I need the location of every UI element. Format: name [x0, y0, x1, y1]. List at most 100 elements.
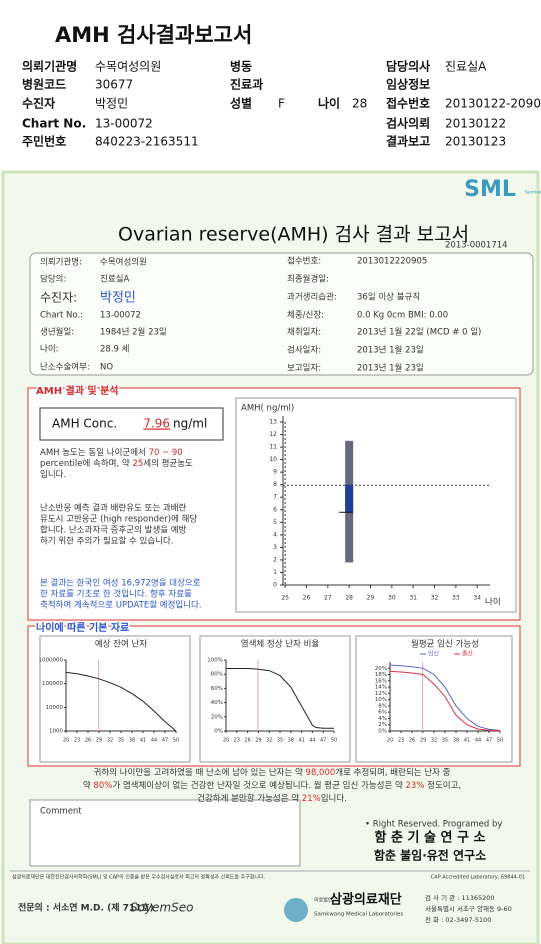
amh-chart-frame [235, 397, 517, 613]
text: 29 [367, 595, 375, 602]
text: 28 [345, 595, 353, 602]
text: 20% [375, 666, 387, 672]
text: 33 [452, 595, 460, 602]
text: Chart No. [22, 117, 86, 131]
text: 29 [420, 738, 426, 744]
series-line [389, 670, 501, 732]
text-segment: 약 [83, 780, 94, 791]
text: 9 [273, 469, 277, 476]
text: 6 [273, 506, 277, 513]
text: 성별 [230, 96, 252, 111]
text: 50 [497, 738, 503, 744]
text: 3 [273, 544, 277, 551]
comment-box [29, 799, 301, 867]
text: 7 [273, 494, 277, 501]
text: 0% [378, 729, 387, 735]
text: 담당의사 [386, 59, 430, 74]
text-segment: AMH 농도는 동일 나이군에서 [40, 447, 149, 458]
footer-logo [284, 898, 308, 922]
text: 20 [63, 738, 69, 744]
text: 31 [409, 595, 417, 602]
text: 축적하여 계속적으로 UPDATE할 예정입니다. [40, 600, 202, 611]
text: 47 [162, 738, 168, 744]
text: 47 [320, 738, 326, 744]
text: 20130122-20905 [445, 97, 541, 111]
text-line: 입니다. [40, 469, 66, 480]
text: 1000 [49, 729, 63, 735]
text: 함 춘 기 술 연 구 소 [375, 830, 486, 846]
text: 함춘 불임·유전 연구소 [374, 848, 486, 863]
text: 진료과 [230, 77, 263, 92]
text: 나이에 따른 기본 자료 [36, 621, 129, 634]
text: AMH 결과 및 분석 [36, 384, 119, 397]
text: 예상 잔여 난자 [95, 639, 148, 650]
text-segment: 개로 추정되며, 배란되는 난자 중 [335, 767, 450, 778]
text-line: 약 80%가 염색체이상이 없는 건강한 난자일 것으로 예상됩니다. 월 평균… [83, 780, 461, 791]
text: 삼광의료재단 [330, 892, 402, 908]
text: 20130122 [445, 117, 506, 131]
text: 44 [475, 738, 481, 744]
text: SoyemSeo [130, 901, 193, 915]
text: 28.9 세 [100, 345, 129, 355]
text: 합니다. 난소과자극 증후군의 발생을 예방 [40, 525, 187, 536]
text: 박정민 [100, 291, 136, 306]
text: SML [464, 177, 516, 202]
text: 44 [309, 738, 315, 744]
box [345, 484, 354, 513]
text: 4 [273, 531, 277, 538]
text: 서울특별시 서초구 양재동 9-60 [425, 904, 512, 913]
text: 박정민 [95, 97, 128, 111]
text: 나이 [318, 96, 340, 111]
age-chart-frame [39, 635, 191, 763]
text: 수목여성의원 [100, 257, 147, 268]
text: 5 [273, 519, 277, 526]
conc-box [39, 407, 224, 441]
text: 50 [331, 738, 337, 744]
text: 전 화 : 02-3497-5100 [425, 915, 491, 924]
text: 840223-2163511 [95, 135, 199, 149]
text: 채취일자: [287, 327, 321, 338]
text: Chart No.: [40, 311, 83, 321]
text: 26 [409, 738, 415, 744]
text: 전문의 : 서소연 M.D. (제 711호) [18, 902, 154, 914]
text: 32 [431, 738, 437, 744]
text: 결과보고 [386, 134, 430, 149]
text: 47 [486, 738, 492, 744]
text-line: AMH 농도는 동일 나이군에서 70 ~ 90 [40, 447, 183, 458]
text: 30 [388, 595, 396, 602]
text: 13-00072 [100, 311, 141, 321]
text: Samkwang Medical Laboratories [525, 190, 541, 196]
text: 20130123 [445, 135, 506, 149]
text: 10% [375, 697, 387, 703]
text: 본 결과는 한국인 여성 16,972명을 대상으로 [40, 578, 201, 589]
text: 2 [273, 556, 277, 563]
text: 16% [375, 678, 387, 684]
age-chart-frame [199, 635, 351, 763]
text: 2013년 1월 23일 [357, 363, 424, 374]
text: 29 [255, 738, 261, 744]
text: 한 자료를 기초로 한 것입니다. 향후 자료를 [40, 589, 192, 600]
text-segment: percentile에 속하며, 약 [40, 458, 132, 469]
text: 10 [269, 456, 277, 463]
text: AMH( ng/ml) [241, 404, 294, 414]
text: 검 사 기 관 : 11365200 [425, 893, 495, 902]
text: 100000 [42, 681, 63, 687]
text: 10000 [46, 705, 64, 711]
text-line: 건강하게 분만할 가능성은 약 21%입니다. [197, 793, 347, 804]
text-segment: 98,000 [306, 768, 336, 778]
text-segment: 23% [406, 781, 425, 791]
text: 임신 [428, 650, 439, 658]
text-segment: 입니다. [40, 469, 66, 480]
text: 하기 위한 주의가 필요할 수 있습니다. [40, 536, 174, 547]
text: 과거생리습관: [287, 292, 337, 303]
text: 1 [273, 569, 277, 576]
text: 삼광의료재단은 대한진단검사의학회(SML) 및 CAP의 인증을 받은 우수검… [12, 874, 266, 881]
text: 20 [387, 738, 393, 744]
text: 난소수술여부: [40, 362, 90, 373]
text: 접수번호: [287, 256, 321, 267]
text-segment: 25 [132, 459, 143, 469]
text: 0 [273, 582, 277, 589]
text: 나이: [40, 344, 59, 355]
text: 6% [378, 710, 387, 716]
text-segment: 가 염색체이상이 없는 건강한 난자일 것으로 예상됩니다. 월 평균 임신 가… [112, 780, 405, 791]
